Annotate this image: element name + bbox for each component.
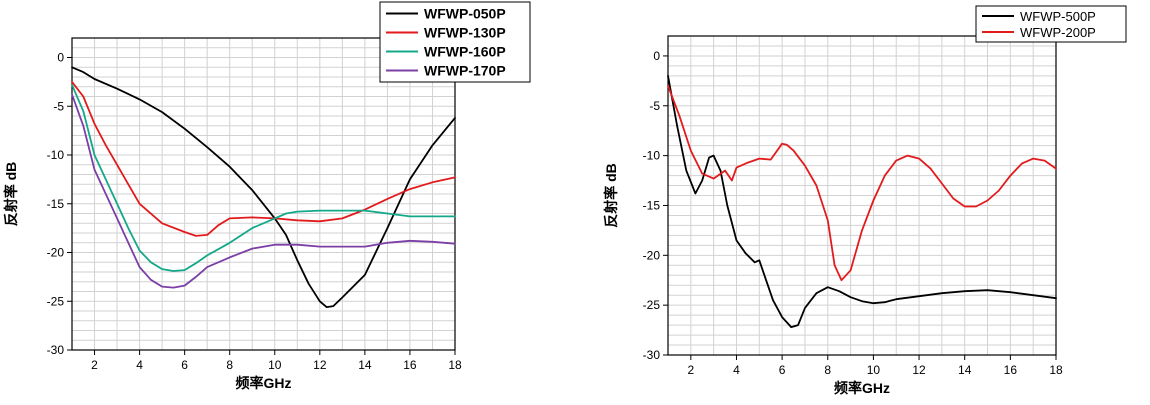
x-tick-label: 12 bbox=[912, 363, 926, 377]
y-tick-label: -30 bbox=[643, 348, 661, 362]
y-tick-label: -30 bbox=[47, 343, 65, 357]
legend-label: WFWP-130P bbox=[424, 25, 506, 41]
right-chart-panel: 2 4 6 8 10 12 14 16 18 0 -5 -10 -15 -20 -25 -30 频率GHz 反射率… bbox=[598, 0, 1150, 400]
panel-divider bbox=[578, 0, 598, 400]
left-chart-panel: 2 4 6 8 10 12 14 16 18 0 -5 -10 -15 -20 -25 -30 频率GHz 反射率… bbox=[0, 0, 575, 400]
x-tick-label: 18 bbox=[448, 358, 462, 372]
x-tick-label: 10 bbox=[867, 363, 881, 377]
legend-label: WFWP-170P bbox=[424, 63, 506, 79]
x-tick-label: 2 bbox=[91, 358, 98, 372]
y-axis-label: 反射率 dB bbox=[3, 162, 19, 227]
x-tick-label: 4 bbox=[136, 358, 143, 372]
x-axis-label: 频率GHz bbox=[834, 380, 890, 396]
x-tick-label: 6 bbox=[181, 358, 188, 372]
x-tick-label: 2 bbox=[687, 363, 694, 377]
x-tick-label: 12 bbox=[313, 358, 327, 372]
left-reflectivity-chart: 2 4 6 8 10 12 14 16 18 0 -5 -10 -15 -20 -25 -30 频率GHz 反射率… bbox=[0, 0, 575, 400]
right-reflectivity-chart: 2 4 6 8 10 12 14 16 18 0 -5 -10 -15 -20 -25 -30 频率GHz 反射率… bbox=[598, 0, 1150, 400]
x-axis-label: 频率GHz bbox=[236, 375, 292, 391]
x-tick-label: 4 bbox=[733, 363, 740, 377]
legend-label: WFWP-500P bbox=[1020, 9, 1096, 24]
y-tick-label: -25 bbox=[643, 298, 661, 312]
legend-label: WFWP-200P bbox=[1020, 25, 1096, 40]
y-tick-label: -20 bbox=[643, 248, 661, 262]
x-tick-label: 16 bbox=[1004, 363, 1018, 377]
x-tick-label: 18 bbox=[1049, 363, 1063, 377]
y-tick-label: -20 bbox=[47, 246, 65, 260]
x-tick-label: 6 bbox=[779, 363, 786, 377]
y-tick-label: -10 bbox=[643, 149, 661, 163]
y-tick-label: -5 bbox=[649, 99, 660, 113]
x-tick-label: 8 bbox=[824, 363, 831, 377]
y-tick-label: 0 bbox=[57, 51, 64, 65]
legend-label: WFWP-050P bbox=[424, 6, 506, 22]
x-tick-label: 10 bbox=[268, 358, 282, 372]
y-tick-label: -5 bbox=[53, 99, 64, 113]
x-tick-label: 16 bbox=[403, 358, 417, 372]
x-tick-label: 14 bbox=[358, 358, 372, 372]
legend-label: WFWP-160P bbox=[424, 44, 506, 60]
x-tick-label: 14 bbox=[958, 363, 972, 377]
legend: WFWP-050P WFWP-130P WFWP-160P WFWP-170P bbox=[380, 2, 530, 82]
y-axis-label: 反射率 dB bbox=[603, 163, 619, 228]
y-tick-label: 0 bbox=[653, 49, 660, 63]
y-tick-label: -15 bbox=[643, 198, 661, 212]
x-tick-label: 8 bbox=[226, 358, 233, 372]
y-tick-label: -10 bbox=[47, 148, 65, 162]
y-tick-label: -25 bbox=[47, 294, 65, 308]
y-tick-label: -15 bbox=[47, 197, 65, 211]
